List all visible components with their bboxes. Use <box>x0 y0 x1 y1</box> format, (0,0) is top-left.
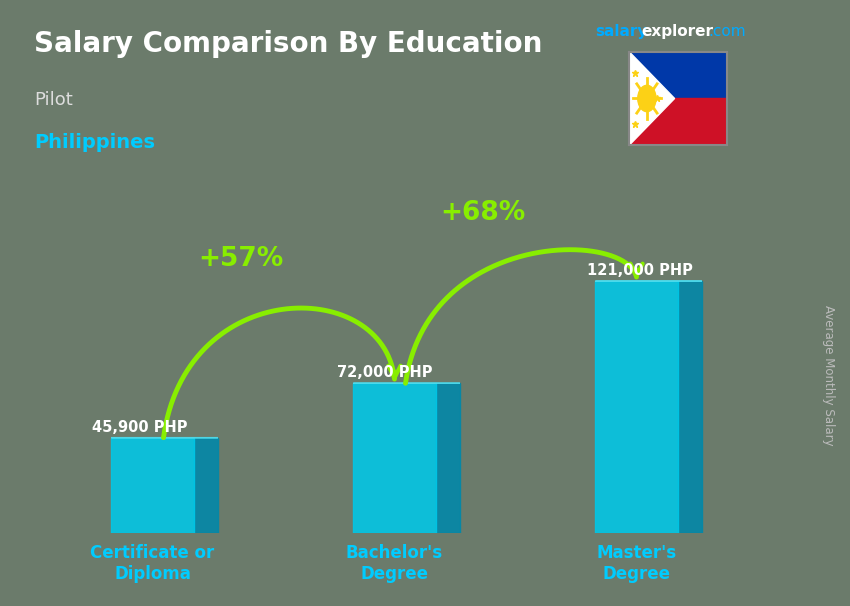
Text: 121,000 PHP: 121,000 PHP <box>587 263 693 278</box>
Text: +68%: +68% <box>440 200 525 226</box>
Text: explorer: explorer <box>642 24 714 39</box>
Bar <box>354 383 436 533</box>
Bar <box>595 281 677 533</box>
Bar <box>111 438 194 533</box>
Text: 45,900 PHP: 45,900 PHP <box>92 419 188 435</box>
Circle shape <box>638 85 656 112</box>
Text: +57%: +57% <box>198 246 283 272</box>
Text: .com: .com <box>708 24 745 39</box>
Polygon shape <box>436 383 460 533</box>
Polygon shape <box>677 281 702 533</box>
Bar <box>629 52 727 98</box>
Bar <box>629 98 727 145</box>
Text: Philippines: Philippines <box>34 133 155 152</box>
Text: 72,000 PHP: 72,000 PHP <box>337 365 433 380</box>
Polygon shape <box>629 52 675 145</box>
Text: Pilot: Pilot <box>34 91 73 109</box>
Text: salary: salary <box>595 24 648 39</box>
Text: Average Monthly Salary: Average Monthly Salary <box>822 305 836 446</box>
Polygon shape <box>194 438 218 533</box>
Text: Salary Comparison By Education: Salary Comparison By Education <box>34 30 542 58</box>
